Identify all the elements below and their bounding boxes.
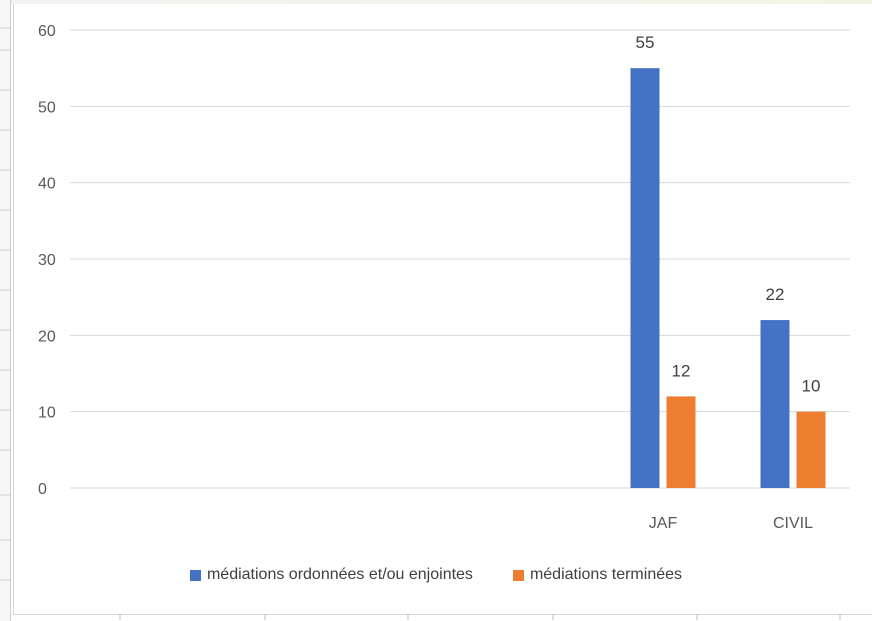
legend-swatch-finished (512, 569, 524, 581)
legend-label-ordered: médiations ordonnées et/ou enjointes (206, 566, 473, 583)
y-tick-label: 60 (38, 23, 56, 40)
left-ruler (0, 0, 11, 621)
data-label: 10 (802, 377, 821, 396)
legend-label-finished: médiations terminées (529, 566, 683, 583)
y-tick-label: 10 (38, 405, 56, 422)
top-strip (0, 0, 872, 4)
legend: médiations ordonnées et/ou enjointes méd… (0, 560, 872, 590)
bar-finished-civil (796, 411, 826, 488)
y-tick-label: 40 (38, 176, 56, 193)
y-tick-label: 30 (38, 252, 56, 269)
gridlines (70, 29, 850, 489)
y-tick-label: 20 (38, 328, 56, 345)
legend-item-finished: médiations terminées (512, 566, 683, 584)
legend-swatch-ordered (189, 569, 201, 581)
x-axis-ticks: JAF CIVIL (649, 515, 813, 532)
bottom-edge-ticks (0, 27, 841, 620)
bars (630, 68, 826, 489)
legend-item-ordered: médiations ordonnées et/ou enjointes (189, 566, 473, 584)
bar-ordered-jaf (630, 68, 660, 489)
x-tick-label: JAF (649, 515, 678, 532)
x-tick-label: CIVIL (773, 515, 813, 532)
data-label: 12 (672, 361, 691, 380)
bar-finished-jaf (666, 396, 696, 488)
y-axis-ticks: 0 10 20 30 40 50 60 (38, 23, 56, 498)
data-labels: 55 12 22 10 (636, 33, 821, 396)
y-tick-label: 0 (38, 481, 47, 498)
y-tick-label: 50 (38, 99, 56, 116)
data-label: 22 (766, 285, 785, 304)
bar-ordered-civil (760, 320, 790, 488)
data-label: 55 (636, 33, 655, 52)
